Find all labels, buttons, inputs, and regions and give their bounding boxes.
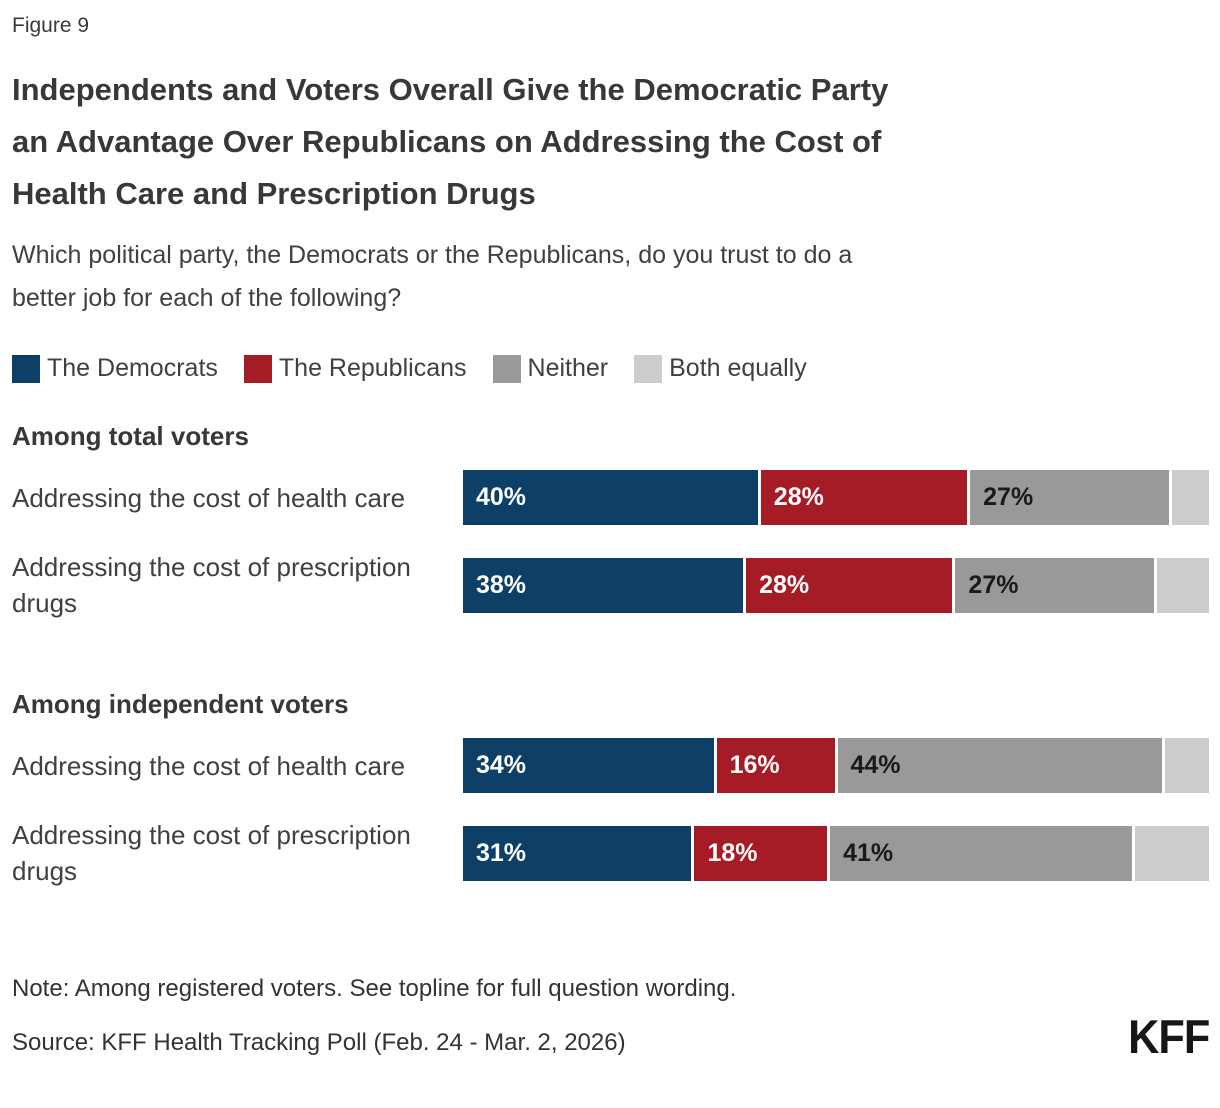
bar-segment-value-label: 28% bbox=[773, 483, 824, 511]
stacked-bar-chart: Among total voters Addressing the cost of… bbox=[12, 421, 1209, 889]
legend-item-republicans: The Republicans bbox=[243, 354, 467, 383]
chart-title-line: Health Care and Prescription Drugs bbox=[12, 176, 536, 211]
bar-segment-value-label: 44% bbox=[850, 751, 901, 779]
bar-segment-both_equally bbox=[1157, 557, 1209, 613]
bar-segment-both_equally bbox=[1135, 825, 1209, 881]
bar-segment-value-label: 28% bbox=[759, 570, 810, 599]
bar-row: Addressing the cost of health care 40% 28%… bbox=[12, 470, 1209, 525]
both-equally-swatch-icon bbox=[634, 354, 663, 383]
bar-row: Addressing the cost of prescription drug… bbox=[12, 817, 1209, 889]
bar-segment-value-label: 34% bbox=[476, 751, 527, 779]
row-label: Addressing the cost of prescription drug… bbox=[12, 820, 411, 886]
bar-segment-both_equally bbox=[1164, 738, 1209, 793]
chart-title: Independents and Voters Overall Give the… bbox=[12, 64, 1209, 220]
bar-segment-neither: 27% bbox=[955, 557, 1155, 613]
chart-subtitle-line: Which political party, the Democrats or … bbox=[12, 241, 853, 269]
chart-legend: The Democrats The Republicans Neither Bo… bbox=[12, 354, 1209, 383]
bar-segment-neither: 27% bbox=[970, 470, 1170, 525]
bar-segment-democrats: 38% bbox=[463, 557, 744, 613]
bar-segment-both_equally bbox=[1172, 470, 1209, 525]
chart-title-line: Independents and Voters Overall Give the… bbox=[12, 72, 889, 107]
section-heading: Among independent voters bbox=[12, 689, 349, 719]
chart-footer: Source: KFF Health Tracking Poll (Feb. 2… bbox=[12, 1010, 1210, 1063]
bar-segment-republicans: 28% bbox=[746, 557, 953, 613]
republicans-swatch-icon bbox=[243, 354, 272, 383]
bar-track: 40% 28% 27% bbox=[463, 470, 1209, 525]
chart-note: Note: Among registered voters. See topli… bbox=[12, 975, 737, 1002]
bar-segment-value-label: 27% bbox=[983, 483, 1034, 511]
chart-title-line: an Advantage Over Republicans on Address… bbox=[12, 124, 882, 159]
legend-label: The Democrats bbox=[47, 354, 218, 382]
row-label: Addressing the cost of health care bbox=[12, 750, 406, 781]
bar-segment-value-label: 16% bbox=[729, 751, 780, 779]
bar-segment-democrats: 34% bbox=[463, 738, 714, 793]
legend-label: Both equally bbox=[669, 354, 807, 382]
bar-segment-neither: 41% bbox=[830, 825, 1133, 881]
bar-segment-value-label: 18% bbox=[707, 838, 758, 867]
bar-segment-value-label: 27% bbox=[968, 570, 1019, 599]
legend-item-both-equally: Both equally bbox=[634, 354, 807, 383]
bar-segment-republicans: 28% bbox=[760, 470, 968, 525]
democrats-swatch-icon bbox=[12, 354, 40, 383]
bar-segment-value-label: 31% bbox=[476, 838, 527, 867]
bar-segment-republicans: 18% bbox=[694, 825, 828, 881]
bar-track: 34% 16% 44% bbox=[463, 738, 1209, 793]
row-label: Addressing the cost of health care bbox=[12, 482, 406, 513]
kff-logo: KFF bbox=[1127, 1010, 1210, 1063]
bar-row: Addressing the cost of health care 34% 16%… bbox=[12, 738, 1209, 793]
bar-track: 31% 18% 41% bbox=[463, 825, 1209, 881]
neither-swatch-icon bbox=[492, 354, 521, 383]
chart-page: Figure 9 Independents and Voters Overall… bbox=[12, 14, 1210, 1063]
chart-subtitle: Which political party, the Democrats or … bbox=[12, 234, 1209, 320]
chart-source: Source: KFF Health Tracking Poll (Feb. 2… bbox=[12, 1029, 626, 1056]
section-heading: Among total voters bbox=[12, 421, 249, 451]
bar-segment-value-label: 40% bbox=[476, 483, 527, 511]
bar-segment-republicans: 16% bbox=[716, 738, 835, 793]
bar-row: Addressing the cost of prescription drug… bbox=[12, 549, 1209, 621]
bar-segment-democrats: 40% bbox=[463, 470, 758, 525]
bar-segment-democrats: 31% bbox=[463, 825, 692, 881]
row-label: Addressing the cost of prescription drug… bbox=[12, 552, 411, 618]
legend-label: The Republicans bbox=[278, 354, 467, 382]
legend-item-democrats: The Democrats bbox=[12, 354, 218, 383]
legend-label: Neither bbox=[527, 354, 609, 382]
bar-segment-neither: 44% bbox=[837, 738, 1162, 793]
legend-item-neither: Neither bbox=[492, 354, 609, 383]
bar-segment-value-label: 41% bbox=[843, 838, 894, 867]
bar-segment-value-label: 38% bbox=[476, 570, 527, 599]
chart-subtitle-line: better job for each of the following? bbox=[12, 284, 402, 312]
figure-label: Figure 9 bbox=[12, 14, 90, 37]
bar-track: 38% 28% 27% bbox=[463, 557, 1209, 613]
